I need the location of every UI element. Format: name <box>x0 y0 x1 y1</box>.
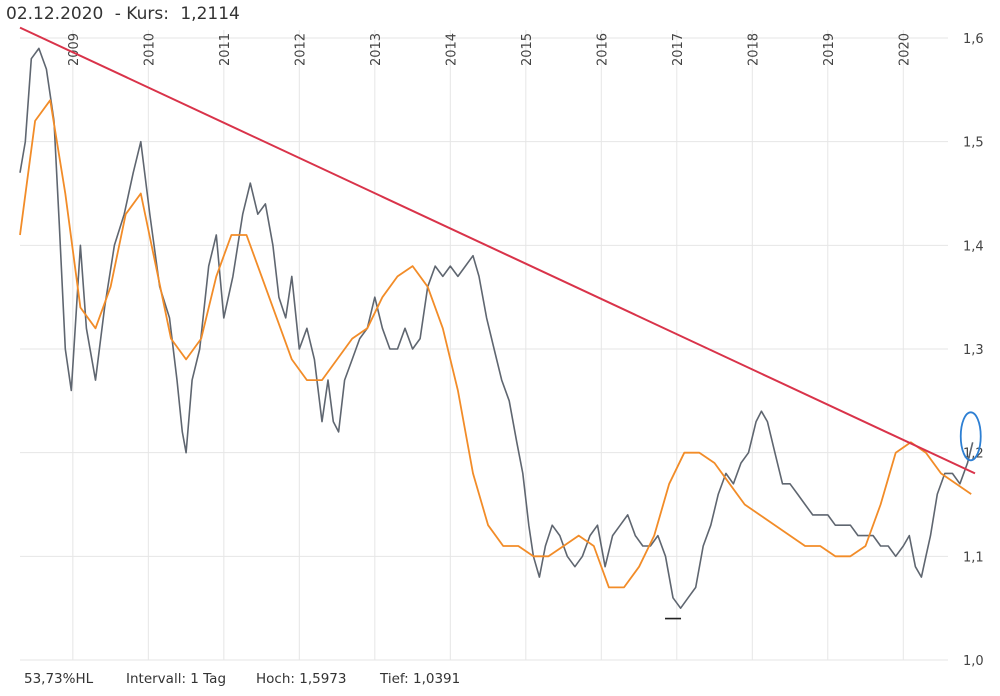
x-tick-label: 2017 <box>671 33 686 66</box>
footer-low: Tief: 1,0391 <box>380 671 461 687</box>
footer-high: Hoch: 1,5973 <box>256 671 347 687</box>
series-line-0 <box>19 47 974 609</box>
x-tick-label: 2016 <box>595 33 610 66</box>
chart-header: 02.12.2020 - Kurs: 1,2114 <box>6 4 246 24</box>
y-tick-label: 1,1 <box>963 550 984 565</box>
x-tick-label: 2010 <box>142 33 157 66</box>
x-tick-label: 2019 <box>822 33 837 66</box>
footer-interval: Intervall: 1 Tag <box>126 671 227 687</box>
x-tick-label: 2009 <box>67 33 82 66</box>
highlight-ellipse <box>959 411 982 462</box>
annotations <box>665 411 982 620</box>
y-tick-label: 1,5 <box>963 136 984 151</box>
series-line-2 <box>19 26 976 475</box>
y-tick-label: 1,0 <box>963 654 984 669</box>
x-tick-label: 2013 <box>369 33 384 66</box>
y-tick-label: 1,4 <box>963 239 984 254</box>
series-line-1 <box>19 99 972 589</box>
x-tick-label: 2015 <box>520 33 535 66</box>
y-tick-label: 1,3 <box>963 343 984 358</box>
header-price: 1,2114 <box>180 4 240 24</box>
x-tick-label: 2011 <box>218 33 233 66</box>
footer-range-pct: 53,73%HL <box>24 671 94 687</box>
x-tick-label: 2020 <box>897 33 912 66</box>
gridlines <box>20 30 948 661</box>
x-axis-labels: 2009 2010 2011 2012 2013 2014 2015 2016 2017 2018… <box>67 33 912 66</box>
header-date: 02.12.2020 <box>6 4 104 24</box>
x-tick-label: 2018 <box>746 33 761 66</box>
x-tick-label: 2014 <box>444 33 459 66</box>
x-tick-label: 2012 <box>293 33 308 66</box>
header-price-label: - Kurs: <box>114 4 169 24</box>
series-layer <box>19 26 976 609</box>
y-axis-labels: 1,01,11,21,31,41,51,6 <box>963 32 984 669</box>
y-tick-label: 1,6 <box>963 32 984 47</box>
